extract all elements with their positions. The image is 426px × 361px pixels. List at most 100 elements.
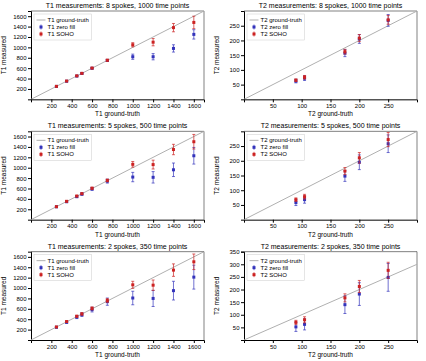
tick: 1200 xyxy=(13,34,31,40)
tick: 1600 xyxy=(13,254,31,260)
tick-label: 150 xyxy=(229,300,240,306)
tick-label: 800 xyxy=(16,296,27,302)
tick-label: 100 xyxy=(229,188,240,194)
error-bar xyxy=(172,23,175,31)
tick-mark xyxy=(241,327,244,328)
tick-mark xyxy=(331,99,332,102)
tick-label: 100 xyxy=(229,67,240,73)
tick-label: 100 xyxy=(297,344,308,350)
marker xyxy=(65,80,68,83)
y-label: T2 measured xyxy=(213,156,220,195)
tick-mark xyxy=(28,137,31,138)
plot-area xyxy=(244,11,417,99)
tick-mark xyxy=(359,220,360,223)
y-label: T1 measured xyxy=(0,276,7,315)
marker xyxy=(152,284,155,287)
tick-mark xyxy=(28,298,31,299)
series xyxy=(294,15,389,83)
marker xyxy=(294,198,297,201)
marker xyxy=(152,41,155,44)
marker xyxy=(192,21,195,24)
error-bar xyxy=(106,59,109,61)
frame xyxy=(204,11,205,99)
tick-mark xyxy=(28,27,31,28)
axis-line xyxy=(245,100,418,103)
legend-swatch xyxy=(253,153,256,156)
tick-label: 1400 xyxy=(13,144,27,150)
tick-label: 150 xyxy=(326,103,337,109)
error-bar xyxy=(65,200,68,202)
tick: 1400 xyxy=(167,99,181,109)
frame xyxy=(31,131,204,132)
reference-line xyxy=(31,131,204,219)
legend-swatch xyxy=(253,273,256,276)
title: T1 measurements: 2 spokes, 350 time poin… xyxy=(48,243,188,251)
tick-mark xyxy=(28,267,31,268)
error-bar xyxy=(303,194,306,199)
tick: 1600 xyxy=(188,99,202,109)
legend-swatch xyxy=(254,25,255,30)
reference-line xyxy=(244,131,417,219)
tick-label: 200 xyxy=(47,344,58,350)
tick-mark xyxy=(241,85,244,86)
tick: 50 xyxy=(233,202,244,208)
error-bar xyxy=(65,80,68,82)
tick-label: 100 xyxy=(229,312,240,318)
tick: 1200 xyxy=(147,340,161,350)
tick-mark xyxy=(28,309,31,310)
error-bar xyxy=(358,35,361,44)
tick-mark xyxy=(331,220,332,223)
tick: 150 xyxy=(326,340,337,350)
error-bar xyxy=(358,283,361,306)
tick: 400 xyxy=(16,317,31,323)
tick-mark xyxy=(72,340,73,343)
legend-label: T2 ground-truth xyxy=(261,137,302,143)
error-bar xyxy=(152,54,155,60)
error-bar xyxy=(343,168,346,175)
error-bar xyxy=(387,262,390,278)
marker xyxy=(75,195,78,198)
tick-label: 250 xyxy=(229,274,240,280)
marker xyxy=(80,193,83,196)
marker xyxy=(55,205,58,208)
error-bar xyxy=(387,15,390,24)
tick-label: 50 xyxy=(233,82,240,88)
error-bar xyxy=(106,298,109,305)
tick-label: 800 xyxy=(108,344,119,350)
axis-line xyxy=(32,220,205,223)
marker xyxy=(106,299,109,302)
tick-mark xyxy=(241,264,244,265)
marker xyxy=(358,37,361,40)
marker xyxy=(91,307,94,310)
axis-line xyxy=(28,12,32,100)
legend-swatch xyxy=(254,32,255,37)
error-bar xyxy=(303,76,306,81)
tick: 200 xyxy=(47,340,58,350)
marker xyxy=(358,156,361,159)
tick-label: 200 xyxy=(229,38,240,44)
tick-mark xyxy=(194,99,195,102)
error-bar xyxy=(192,16,195,28)
tick-label: 200 xyxy=(355,344,366,350)
tick: 1600 xyxy=(13,134,31,140)
tick-label: 1200 xyxy=(13,34,27,40)
legend-swatch xyxy=(253,146,256,149)
legend-label: T2 SOHO xyxy=(261,31,288,37)
marker xyxy=(303,195,306,198)
series xyxy=(294,264,389,332)
error-bar xyxy=(152,290,155,306)
tick-label: 250 xyxy=(384,223,395,229)
error-bar xyxy=(75,316,78,319)
x-axis: 2004006008001000120014001600 xyxy=(32,220,205,230)
error-bar xyxy=(152,280,155,290)
legend-label: T1 ground-truth xyxy=(48,137,89,143)
plot-area xyxy=(244,262,417,340)
y-axis: 50100150200250 xyxy=(229,132,244,220)
x-label: T2 ground-truth xyxy=(308,110,353,118)
tick-mark xyxy=(28,330,31,331)
marker xyxy=(80,192,83,195)
marker xyxy=(152,163,155,166)
error-bar xyxy=(152,172,155,183)
marker xyxy=(172,289,175,292)
legend-label: T1 ground-truth xyxy=(48,258,89,264)
